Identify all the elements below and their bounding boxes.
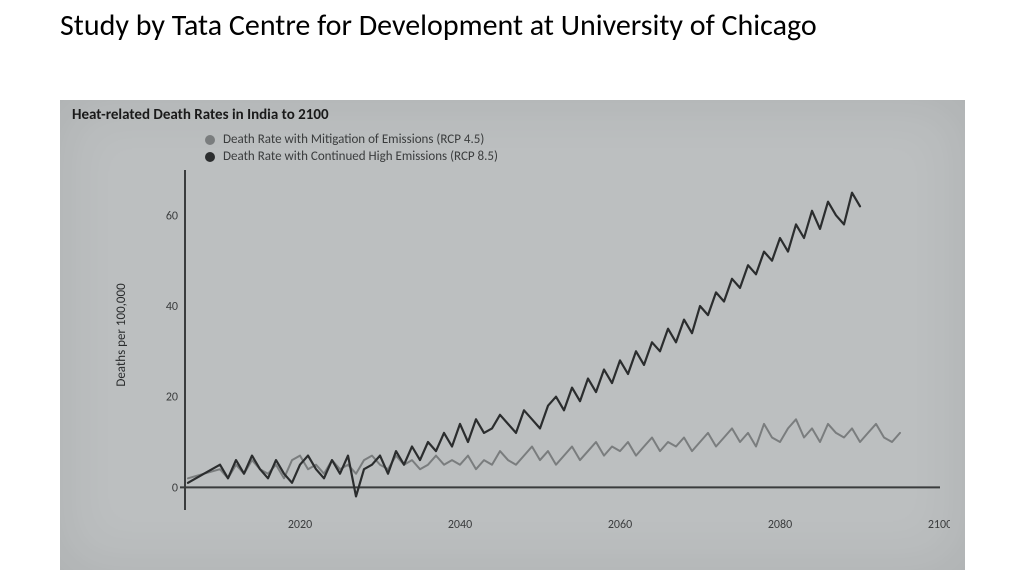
x-tick-label: 2020: [288, 518, 312, 532]
y-tick-label: 20: [166, 391, 178, 405]
plot-area: 020406020202040206020802100: [160, 160, 950, 540]
x-tick-label: 2040: [448, 518, 472, 532]
y-tick-label: 0: [172, 481, 178, 495]
y-axis-label: Deaths per 100,000: [114, 283, 129, 386]
x-tick-label: 2060: [608, 518, 632, 532]
x-tick-label: 2080: [768, 518, 792, 532]
series-rcp45: [188, 419, 900, 478]
chart-image-region: Heat-related Death Rates in India to 210…: [60, 100, 965, 570]
legend-marker-icon: [205, 135, 215, 145]
plot-svg: 020406020202040206020802100: [160, 160, 950, 540]
y-tick-label: 40: [166, 300, 178, 314]
slide-container: Study by Tata Centre for Development at …: [0, 0, 1024, 576]
y-tick-label: 60: [166, 209, 178, 223]
chart-title: Heat-related Death Rates in India to 210…: [72, 106, 329, 124]
legend-item: Death Rate with Mitigation of Emissions …: [205, 132, 498, 147]
legend-label: Death Rate with Mitigation of Emissions …: [223, 132, 484, 147]
x-tick-label: 2100: [928, 518, 950, 532]
slide-title: Study by Tata Centre for Development at …: [60, 8, 960, 44]
series-rcp85: [188, 193, 860, 497]
